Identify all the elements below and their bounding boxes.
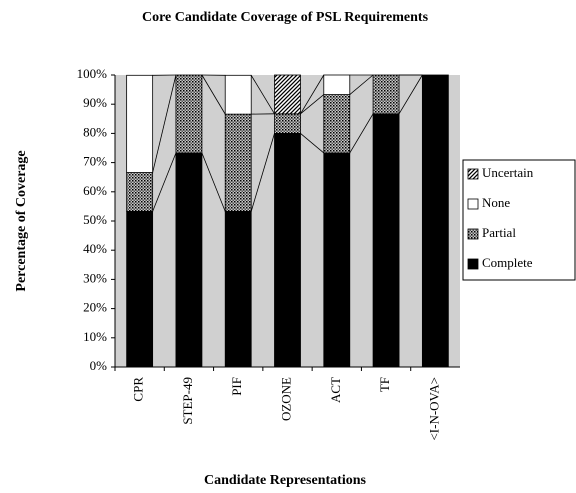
bar-segment bbox=[274, 74, 301, 115]
series-line bbox=[152, 152, 177, 212]
y-tick-label: 90% bbox=[83, 95, 107, 110]
legend-swatch bbox=[467, 198, 479, 210]
bar-segment bbox=[372, 74, 400, 115]
bar-segment bbox=[126, 210, 154, 368]
x-axis-label: Candidate Representations bbox=[204, 473, 366, 488]
y-tick-label: 50% bbox=[83, 212, 107, 227]
series-line bbox=[250, 75, 275, 115]
series-line bbox=[201, 152, 226, 212]
series-line bbox=[250, 133, 275, 212]
bar-segment bbox=[175, 74, 203, 154]
bar-segment bbox=[421, 74, 449, 368]
y-axis-label: Percentage of Coverage bbox=[14, 150, 29, 291]
bar-segment bbox=[224, 210, 252, 368]
y-tick-label: 0% bbox=[90, 358, 108, 373]
x-tick-label: PIF bbox=[229, 377, 244, 396]
y-tick-label: 30% bbox=[83, 270, 107, 285]
bar-segment bbox=[274, 113, 301, 134]
series-line bbox=[201, 74, 226, 115]
x-tick-label: <I-N-OVA> bbox=[426, 377, 441, 441]
bar-segment bbox=[323, 152, 351, 368]
legend-label: Uncertain bbox=[482, 165, 534, 180]
series-line bbox=[349, 113, 374, 154]
bar-segment bbox=[224, 74, 252, 115]
x-tick-label: STEP-49 bbox=[180, 377, 195, 425]
bar-segment bbox=[224, 113, 252, 212]
bar-segment bbox=[372, 113, 400, 368]
bar-segment bbox=[323, 74, 351, 95]
y-tick-label: 40% bbox=[83, 241, 107, 256]
legend-swatch bbox=[467, 168, 479, 180]
legend-box bbox=[462, 159, 576, 281]
legend-label: Partial bbox=[482, 225, 516, 240]
series-line bbox=[300, 133, 325, 154]
series-line bbox=[349, 74, 374, 95]
bar-segment bbox=[126, 172, 154, 212]
x-tick-label: ACT bbox=[328, 377, 343, 403]
bar-segment bbox=[323, 94, 351, 154]
y-tick-label: 100% bbox=[77, 66, 108, 81]
series-line bbox=[152, 74, 177, 173]
series-line bbox=[300, 74, 325, 115]
y-tick-label: 20% bbox=[83, 300, 107, 315]
legend-label: None bbox=[482, 195, 510, 210]
series-line bbox=[398, 74, 423, 115]
bar-segment bbox=[175, 152, 203, 368]
x-tick-label: TF bbox=[377, 377, 392, 392]
series-line bbox=[300, 94, 325, 115]
chart-title: Core Candidate Coverage of PSL Requireme… bbox=[142, 10, 429, 25]
legend-label: Complete bbox=[482, 255, 533, 270]
x-tick-label: OZONE bbox=[278, 377, 293, 421]
bar-segment bbox=[274, 132, 301, 368]
x-tick-label: CPR bbox=[131, 377, 146, 402]
y-tick-label: 80% bbox=[83, 124, 107, 139]
legend-swatch bbox=[467, 258, 479, 270]
y-tick-label: 60% bbox=[83, 183, 107, 198]
bar-segment bbox=[126, 74, 154, 173]
legend-swatch bbox=[467, 228, 479, 240]
y-tick-label: 10% bbox=[83, 329, 107, 344]
y-tick-label: 70% bbox=[83, 154, 107, 169]
